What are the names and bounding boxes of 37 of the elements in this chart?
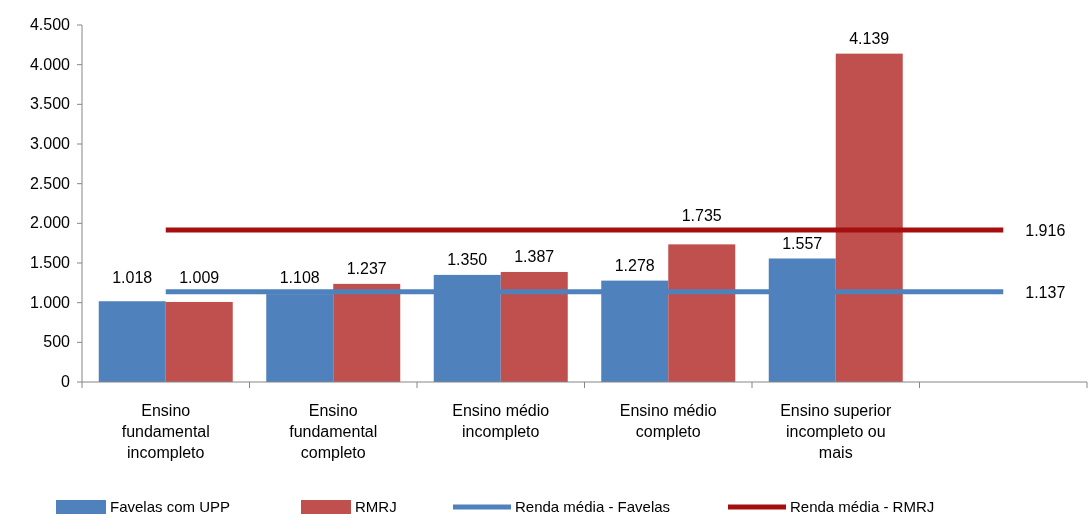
x-tick-label: Ensino superior incompleto ou mais xyxy=(780,402,893,461)
legend-label: Renda média - Favelas xyxy=(515,498,671,515)
data-label: 1.108 xyxy=(279,268,320,286)
y-tick-label: 3.500 xyxy=(29,95,71,113)
bar xyxy=(500,271,568,382)
data-label: 1.278 xyxy=(614,256,655,274)
data-label: 1.916 xyxy=(1025,222,1066,239)
data-label: 4.139 xyxy=(849,29,890,47)
y-tick-label: 4.000 xyxy=(29,55,71,73)
data-label: 1.237 xyxy=(346,259,387,277)
x-tick-label: Ensino médio incompleto xyxy=(452,402,550,440)
data-label: 1.735 xyxy=(681,207,722,224)
data-label: 1.350 xyxy=(447,250,488,268)
y-tick-label: 3.000 xyxy=(29,135,71,152)
legend-label: RMRJ xyxy=(355,498,397,515)
y-tick-label: 0 xyxy=(61,373,71,390)
x-tick-label: Ensino médio completo xyxy=(619,402,717,440)
legend-label: Renda média - RMRJ xyxy=(790,498,935,515)
bar xyxy=(98,301,166,382)
data-label: 1.387 xyxy=(514,247,555,265)
y-tick-label: 1.500 xyxy=(29,254,71,271)
data-label: 1.009 xyxy=(179,268,220,286)
bar xyxy=(333,283,401,382)
y-tick-label: 1.000 xyxy=(29,293,71,311)
data-label: 1.137 xyxy=(1025,283,1066,301)
data-label: 1.557 xyxy=(782,235,823,252)
x-tick-label: Ensino fundamental incompleto xyxy=(121,402,210,461)
bar xyxy=(165,301,233,382)
y-tick-label: 4.500 xyxy=(29,16,71,33)
bar xyxy=(668,244,736,382)
legend-label: Favelas com UPP xyxy=(110,498,231,515)
y-tick-label: 2.500 xyxy=(29,174,71,192)
x-tick-label: Ensino fundamental completo xyxy=(289,402,378,461)
y-tick-label: 2.000 xyxy=(29,214,71,232)
y-tick-label: 500 xyxy=(43,333,71,351)
bar xyxy=(835,53,903,382)
data-label: 1.018 xyxy=(112,268,153,286)
